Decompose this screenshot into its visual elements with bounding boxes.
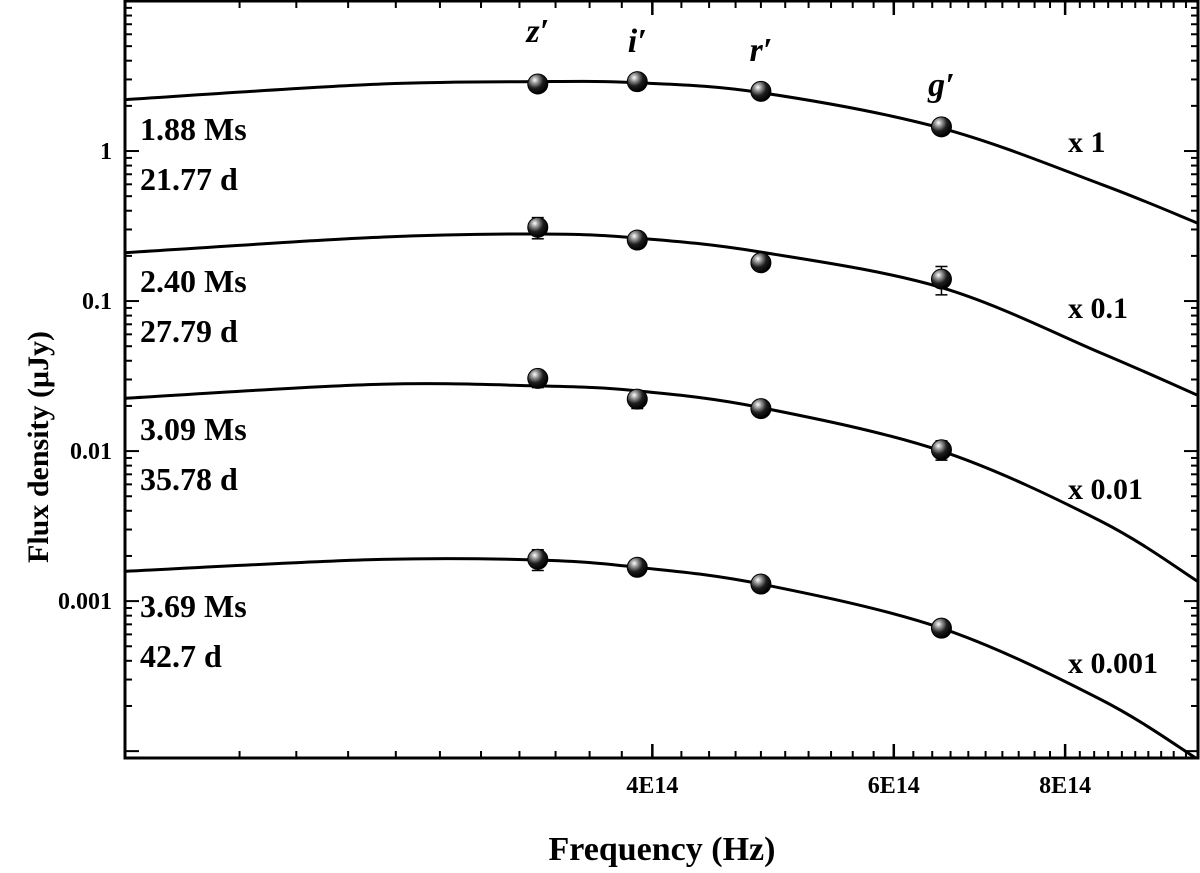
data-point: [750, 398, 772, 420]
data-point: [527, 73, 549, 95]
epoch-time-seconds: 2.40 Ms: [140, 263, 247, 299]
data-point: [527, 367, 549, 389]
x-tick-label: 8E14: [1039, 773, 1091, 799]
scale-factor-label: x 0.01: [1068, 473, 1143, 506]
y-tick-label: 0.01: [70, 439, 112, 465]
fit-curve: [125, 232, 1198, 397]
epoch-time-days: 42.7 d: [140, 638, 222, 674]
epoch-time-days: 27.79 d: [140, 313, 238, 349]
y-tick-label: 0.1: [82, 289, 112, 315]
data-point: [930, 439, 952, 461]
x-axis-title: Frequency (Hz): [549, 831, 776, 868]
data-point: [527, 216, 549, 238]
data-point: [750, 80, 772, 102]
data-point: [527, 548, 549, 570]
fit-curve: [125, 79, 1198, 225]
epoch-time-days: 21.77 d: [140, 161, 238, 197]
epoch-time-seconds: 1.88 Ms: [140, 111, 247, 147]
filter-label: r′: [750, 32, 773, 69]
data-point: [750, 573, 772, 595]
data-point: [930, 116, 952, 138]
filter-label: g′: [927, 67, 955, 104]
filter-label: z′: [525, 13, 549, 50]
data-point: [626, 388, 648, 410]
epoch-time-days: 35.78 d: [140, 461, 238, 497]
data-point: [930, 268, 952, 290]
x-tick-label: 6E14: [868, 773, 920, 799]
data-point: [626, 71, 648, 93]
epoch-time-seconds: 3.69 Ms: [140, 588, 247, 624]
y-tick-label: 1: [100, 139, 112, 165]
data-point: [626, 229, 648, 251]
data-point: [930, 617, 952, 639]
x-tick-label: 4E14: [626, 773, 678, 799]
data-point: [626, 556, 648, 578]
filter-label: i′: [628, 23, 647, 60]
scale-factor-label: x 1: [1068, 126, 1106, 159]
epoch-time-seconds: 3.09 Ms: [140, 411, 247, 447]
scale-factor-label: x 0.001: [1068, 647, 1158, 680]
scale-factor-label: x 0.1: [1068, 292, 1128, 325]
plot-frame: [123, 0, 1200, 760]
fit-curve: [125, 382, 1198, 583]
fit-curve: [125, 557, 1198, 758]
y-axis-title: Flux density (μJy): [22, 330, 55, 563]
data-point: [750, 252, 772, 274]
y-tick-label: 0.001: [58, 589, 112, 615]
